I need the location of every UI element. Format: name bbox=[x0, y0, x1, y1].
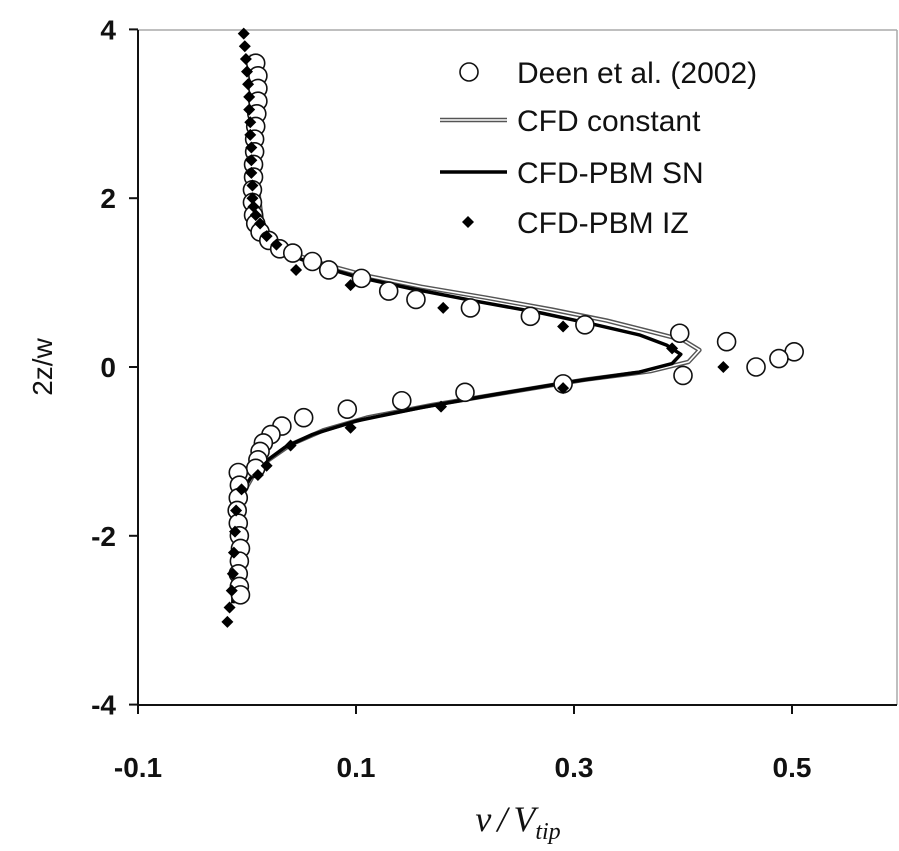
cfd-pbm-iz-point bbox=[245, 166, 258, 179]
cfd-pbm-iz-point bbox=[260, 230, 273, 243]
cfd-pbm-iz-point bbox=[666, 342, 679, 355]
cfd-pbm-iz-point bbox=[229, 525, 242, 538]
deen-data-point bbox=[669, 323, 690, 344]
x-tick-label: 0.1 bbox=[337, 752, 376, 783]
legend-label: Deen et al. (2002) bbox=[517, 57, 757, 90]
deen-data-point bbox=[351, 268, 372, 289]
cfd-pbm-iz-point bbox=[239, 52, 252, 65]
legend-label: CFD constant bbox=[517, 105, 701, 138]
y-tick-label: 2 bbox=[100, 183, 116, 214]
deen-data-point bbox=[378, 281, 399, 301]
legend-item-cfd-pbm-iz: CFD-PBM IZ bbox=[462, 207, 689, 240]
cfd-pbm-iz-point bbox=[226, 567, 239, 580]
cfd-pbm-iz-point bbox=[344, 279, 357, 292]
cfd-pbm-iz-point bbox=[230, 504, 243, 517]
cfd-pbm-iz-point bbox=[557, 382, 570, 395]
cfd-pbm-iz-point bbox=[241, 65, 253, 78]
deen-data-point bbox=[673, 365, 693, 386]
x-tick-label: -0.1 bbox=[114, 752, 162, 783]
cfd-pbm-iz-point bbox=[244, 116, 257, 129]
legend-item-deen: Deen et al. (2002) bbox=[459, 57, 757, 90]
cfd-pbm-iz-point bbox=[242, 78, 255, 91]
cfd-pbm-iz-point bbox=[246, 179, 259, 192]
cfd-pbm-iz-point bbox=[246, 192, 259, 205]
cfd-pbm-iz-point bbox=[238, 40, 251, 53]
cfd-pbm-iz-point bbox=[435, 400, 448, 413]
legend: Deen et al. (2002) CFD constant CFD-PBM SN… bbox=[440, 57, 757, 240]
x-axis-label-sub: tip bbox=[535, 819, 560, 845]
deen-data-point bbox=[302, 251, 323, 272]
legend-diamond-icon bbox=[462, 216, 474, 228]
deen-data-point bbox=[575, 314, 595, 335]
y-tick-label: -2 bbox=[91, 521, 116, 552]
cfd-pbm-iz-point bbox=[227, 546, 240, 559]
cfd-pbm-iz-point bbox=[225, 584, 238, 597]
y-tick-label: -4 bbox=[91, 690, 116, 721]
cfd-pbm-iz-point bbox=[251, 469, 264, 482]
deen-data-point bbox=[716, 331, 737, 352]
deen-data-point bbox=[455, 382, 475, 403]
cfd-pbm-iz-point bbox=[249, 209, 262, 222]
deen-data-point bbox=[337, 399, 358, 420]
deen-data-point bbox=[460, 298, 481, 318]
x-axis-label-base: v bbox=[475, 799, 491, 839]
deen-data-point bbox=[282, 243, 303, 263]
cfd-pbm-iz-point bbox=[284, 439, 297, 452]
cfd-pbm-iz-point bbox=[243, 90, 256, 103]
cfd-pbm-iz-point bbox=[254, 217, 267, 230]
legend-label: CFD-PBM IZ bbox=[517, 207, 689, 240]
cfd-pbm-iz-point bbox=[245, 154, 258, 167]
cfd-pbm-iz-point bbox=[244, 128, 257, 141]
cfd-pbm-iz-point bbox=[557, 320, 570, 333]
legend-circle-icon bbox=[459, 62, 479, 82]
cfd-pbm-iz-point bbox=[235, 483, 248, 496]
x-tick-label: 0.5 bbox=[773, 752, 812, 783]
cfd-pbm-iz-point bbox=[221, 615, 234, 628]
legend-item-cfd-constant: CFD constant bbox=[440, 105, 701, 138]
x-ticks: -0.1 0.1 0.3 0.5 bbox=[114, 705, 812, 783]
cfd-pbm-iz-point bbox=[260, 459, 273, 472]
cfd-pbm-iz-point bbox=[245, 141, 258, 154]
y-ticks: 4 2 0 -2 -4 bbox=[91, 14, 138, 721]
deen-data-point bbox=[520, 306, 541, 327]
x-tick-label: 0.3 bbox=[555, 752, 594, 783]
x-axis-label-v: V bbox=[513, 799, 539, 839]
cfd-pbm-iz-point bbox=[344, 421, 357, 434]
deen-data-point bbox=[293, 407, 314, 428]
series-markers bbox=[221, 27, 804, 628]
cfd-pbm-iz-point bbox=[290, 263, 303, 276]
deen-data-point bbox=[746, 357, 766, 377]
deen-data-point bbox=[391, 390, 412, 411]
cfd-pbm-iz-point bbox=[437, 301, 450, 314]
deen-data-point bbox=[406, 289, 426, 310]
y-tick-label: 4 bbox=[100, 14, 116, 45]
cfd-pbm-iz-point bbox=[247, 200, 260, 213]
legend-label: CFD-PBM SN bbox=[517, 157, 704, 190]
cfd-pbm-iz-point bbox=[270, 238, 283, 251]
x-axis-label: v / Vtip bbox=[475, 799, 560, 845]
y-tick-label: 0 bbox=[100, 352, 116, 383]
legend-item-cfd-pbm-sn: CFD-PBM SN bbox=[440, 157, 704, 190]
cfd-pbm-iz-point bbox=[243, 103, 256, 116]
deen-data-point bbox=[769, 348, 789, 369]
deen-data-point bbox=[318, 260, 339, 280]
cfd-pbm-iz-point bbox=[717, 361, 730, 373]
x-axis-label-sep: / bbox=[495, 799, 510, 839]
y-axis-label: 2z/w bbox=[27, 337, 58, 395]
cfd-pbm-iz-point bbox=[237, 27, 250, 40]
cfd-pbm-iz-point bbox=[223, 601, 236, 614]
